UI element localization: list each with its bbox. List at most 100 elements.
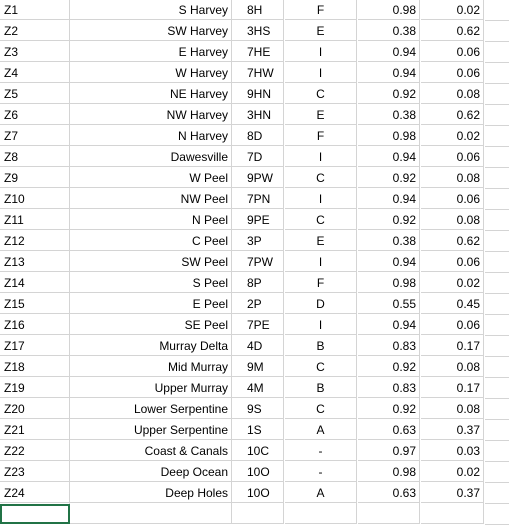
value-b-cell[interactable]: 0.62 <box>421 104 484 125</box>
value-a-cell[interactable]: 0.92 <box>358 356 420 377</box>
class-cell[interactable]: C <box>285 356 357 377</box>
empty-cell[interactable] <box>485 482 509 504</box>
empty-cell[interactable] <box>485 41 509 63</box>
zone-id-cell[interactable]: Z24 <box>0 482 70 503</box>
value-a-cell[interactable]: 0.92 <box>358 83 420 104</box>
value-a-cell[interactable]: 0.94 <box>358 251 420 272</box>
zone-name-cell[interactable]: E Peel <box>70 293 232 314</box>
zone-name-cell[interactable]: NW Harvey <box>70 104 232 125</box>
class-cell[interactable]: D <box>285 293 357 314</box>
zone-name-cell[interactable]: S Harvey <box>70 0 232 20</box>
class-cell[interactable]: F <box>285 0 357 20</box>
zone-id-cell[interactable]: Z1 <box>0 0 70 20</box>
empty-cell[interactable] <box>485 251 509 273</box>
zone-name-cell[interactable]: W Harvey <box>70 62 232 83</box>
value-a-cell[interactable]: 0.94 <box>358 188 420 209</box>
class-cell[interactable]: - <box>285 461 357 482</box>
value-b-cell[interactable]: 0.06 <box>421 146 484 167</box>
value-a-cell[interactable]: 0.98 <box>358 272 420 293</box>
zone-id-cell[interactable]: Z13 <box>0 251 70 272</box>
empty-cell[interactable] <box>485 167 509 189</box>
code-cell[interactable]: 7HE <box>232 41 284 62</box>
empty-cell[interactable] <box>485 377 509 399</box>
empty-cell[interactable] <box>421 503 484 524</box>
empty-cell[interactable] <box>485 461 509 483</box>
zone-name-cell[interactable]: S Peel <box>70 272 232 293</box>
zone-id-cell[interactable]: Z17 <box>0 335 70 356</box>
zone-name-cell[interactable]: Deep Ocean <box>70 461 232 482</box>
empty-cell[interactable] <box>485 0 509 21</box>
value-b-cell[interactable]: 0.62 <box>421 20 484 41</box>
zone-name-cell[interactable]: E Harvey <box>70 41 232 62</box>
zone-id-cell[interactable]: Z11 <box>0 209 70 230</box>
zone-id-cell[interactable]: Z8 <box>0 146 70 167</box>
class-cell[interactable]: F <box>285 272 357 293</box>
code-cell[interactable]: 10O <box>232 482 284 503</box>
class-cell[interactable]: I <box>285 41 357 62</box>
value-a-cell[interactable]: 0.98 <box>358 461 420 482</box>
value-b-cell[interactable]: 0.37 <box>421 482 484 503</box>
value-b-cell[interactable]: 0.17 <box>421 335 484 356</box>
class-cell[interactable]: I <box>285 146 357 167</box>
value-a-cell[interactable]: 0.94 <box>358 146 420 167</box>
value-a-cell[interactable]: 0.63 <box>358 482 420 503</box>
value-b-cell[interactable]: 0.02 <box>421 125 484 146</box>
code-cell[interactable]: 2P <box>232 293 284 314</box>
value-a-cell[interactable]: 0.94 <box>358 314 420 335</box>
zone-id-cell[interactable]: Z21 <box>0 419 70 440</box>
empty-cell[interactable] <box>485 62 509 84</box>
zone-id-cell[interactable]: Z7 <box>0 125 70 146</box>
value-a-cell[interactable]: 0.38 <box>358 104 420 125</box>
zone-id-cell[interactable]: Z12 <box>0 230 70 251</box>
empty-cell[interactable] <box>485 20 509 42</box>
empty-cell[interactable] <box>70 503 232 524</box>
value-a-cell[interactable]: 0.92 <box>358 209 420 230</box>
empty-cell[interactable] <box>485 209 509 231</box>
code-cell[interactable]: 8D <box>232 125 284 146</box>
value-b-cell[interactable]: 0.08 <box>421 83 484 104</box>
zone-name-cell[interactable]: N Harvey <box>70 125 232 146</box>
class-cell[interactable]: F <box>285 125 357 146</box>
value-a-cell[interactable]: 0.55 <box>358 293 420 314</box>
zone-id-cell[interactable]: Z9 <box>0 167 70 188</box>
zone-name-cell[interactable]: NW Peel <box>70 188 232 209</box>
value-b-cell[interactable]: 0.02 <box>421 461 484 482</box>
zone-id-cell[interactable]: Z18 <box>0 356 70 377</box>
value-b-cell[interactable]: 0.06 <box>421 314 484 335</box>
zone-id-cell[interactable]: Z22 <box>0 440 70 461</box>
class-cell[interactable]: B <box>285 377 357 398</box>
code-cell[interactable]: 9PW <box>232 167 284 188</box>
value-b-cell[interactable]: 0.06 <box>421 62 484 83</box>
class-cell[interactable]: I <box>285 188 357 209</box>
zone-name-cell[interactable]: Dawesville <box>70 146 232 167</box>
code-cell[interactable]: 8H <box>232 0 284 20</box>
empty-cell[interactable] <box>485 503 509 525</box>
value-a-cell[interactable]: 0.92 <box>358 398 420 419</box>
value-b-cell[interactable]: 0.08 <box>421 209 484 230</box>
value-b-cell[interactable]: 0.02 <box>421 0 484 20</box>
empty-cell[interactable] <box>485 188 509 210</box>
code-cell[interactable]: 7PE <box>232 314 284 335</box>
code-cell[interactable]: 10O <box>232 461 284 482</box>
class-cell[interactable]: I <box>285 62 357 83</box>
class-cell[interactable]: - <box>285 440 357 461</box>
class-cell[interactable]: C <box>285 167 357 188</box>
empty-cell[interactable] <box>485 335 509 357</box>
empty-cell[interactable] <box>485 356 509 378</box>
value-b-cell[interactable]: 0.06 <box>421 188 484 209</box>
zone-name-cell[interactable]: C Peel <box>70 230 232 251</box>
code-cell[interactable]: 3HS <box>232 20 284 41</box>
zone-name-cell[interactable]: Murray Delta <box>70 335 232 356</box>
class-cell[interactable]: E <box>285 104 357 125</box>
value-a-cell[interactable]: 0.94 <box>358 41 420 62</box>
value-a-cell[interactable]: 0.98 <box>358 0 420 20</box>
class-cell[interactable]: I <box>285 251 357 272</box>
class-cell[interactable]: E <box>285 230 357 251</box>
value-a-cell[interactable]: 0.97 <box>358 440 420 461</box>
zone-id-cell[interactable]: Z5 <box>0 83 70 104</box>
code-cell[interactable]: 4D <box>232 335 284 356</box>
code-cell[interactable]: 10C <box>232 440 284 461</box>
value-b-cell[interactable]: 0.37 <box>421 419 484 440</box>
zone-name-cell[interactable]: Upper Murray <box>70 377 232 398</box>
value-a-cell[interactable]: 0.98 <box>358 125 420 146</box>
